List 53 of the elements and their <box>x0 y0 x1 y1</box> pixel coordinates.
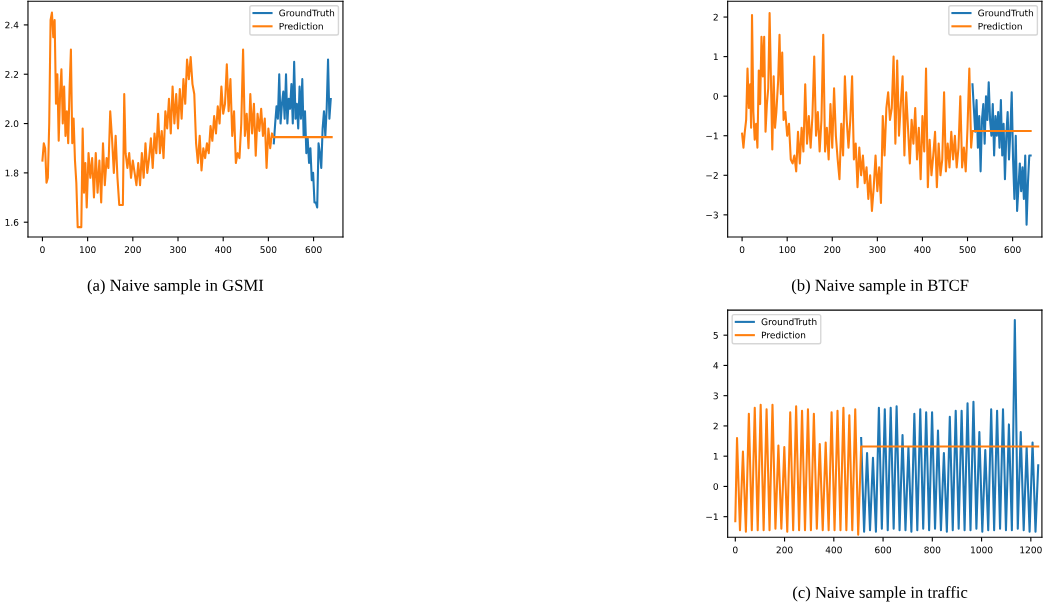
y-tick-label: 2.4 <box>5 21 19 29</box>
legend-label: GroundTruth <box>978 9 1034 17</box>
legend-label: Prediction <box>761 331 806 339</box>
y-tick-label: −1 <box>706 513 718 521</box>
x-tick-label: 0 <box>733 546 738 554</box>
y-tick-label: 0 <box>713 92 719 100</box>
legend-label: GroundTruth <box>279 9 335 17</box>
y-tick-label: 2.0 <box>5 120 19 128</box>
x-tick-label: 800 <box>924 546 941 554</box>
legend-label: GroundTruth <box>761 318 817 326</box>
x-tick-label: 500 <box>959 246 976 254</box>
x-tick-label: 200 <box>124 246 141 254</box>
legend-label: Prediction <box>279 22 323 30</box>
y-tick-label: 1.6 <box>5 218 19 226</box>
line-series <box>272 58 332 209</box>
x-tick-label: 600 <box>1004 246 1021 254</box>
y-tick-label: 5 <box>713 332 718 339</box>
x-tick-label: 100 <box>80 246 96 254</box>
legend-label: Prediction <box>978 22 1022 30</box>
x-tick-label: 300 <box>869 246 886 254</box>
x-tick-label: 400 <box>825 546 842 554</box>
x-tick-label: 1200 <box>1020 546 1042 554</box>
line-series <box>971 81 1032 226</box>
y-tick-label: 1 <box>713 53 718 61</box>
y-tick-label: 4 <box>713 362 719 369</box>
x-tick-label: 1000 <box>971 546 993 554</box>
y-tick-label: −3 <box>706 211 718 219</box>
x-tick-label: 400 <box>914 246 931 254</box>
line-series <box>41 11 333 229</box>
line-series <box>860 319 1040 533</box>
text: (a) Naive sample in GSMI <box>87 279 264 295</box>
line-series <box>734 403 1040 536</box>
y-tick-label: 2 <box>713 13 718 21</box>
y-tick-label: 0 <box>713 483 719 490</box>
x-tick-label: 0 <box>739 246 745 254</box>
y-tick-label: 2 <box>713 422 718 430</box>
y-tick-label: 1.8 <box>5 169 19 177</box>
x-tick-label: 600 <box>305 246 322 254</box>
y-tick-label: −1 <box>706 132 718 140</box>
x-tick-label: 600 <box>875 546 892 554</box>
y-tick-label: −2 <box>706 172 718 179</box>
x-tick-label: 500 <box>260 246 277 254</box>
x-tick-label: 200 <box>824 246 841 254</box>
y-tick-label: 3 <box>713 392 718 400</box>
y-tick-label: 1 <box>713 453 718 460</box>
y-tick-label: 2.2 <box>5 70 19 78</box>
x-tick-label: 0 <box>40 246 45 254</box>
text: (b) Naive sample in BTCF <box>791 279 969 295</box>
x-tick-label: 400 <box>215 246 232 254</box>
x-tick-label: 300 <box>170 246 187 254</box>
x-tick-label: 200 <box>776 546 793 554</box>
text: (c) Naive sample in traffic <box>793 586 968 602</box>
x-tick-label: 100 <box>779 246 796 254</box>
